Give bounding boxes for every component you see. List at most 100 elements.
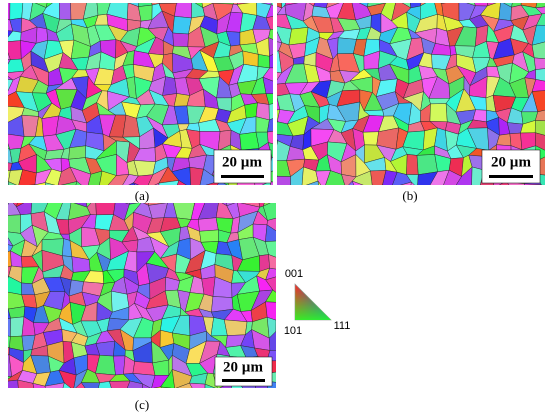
grain: [50, 185, 65, 198]
grain: [107, 184, 108, 185]
grain: [262, 76, 273, 94]
grain: [172, 32, 189, 47]
grain: [37, 396, 51, 413]
grain: [128, 182, 136, 185]
grain: [362, 131, 379, 146]
grain: [138, 4, 153, 22]
grain: [265, 93, 273, 105]
grain: [8, 58, 25, 73]
grain: [17, 379, 35, 388]
grain: [282, 238, 293, 260]
grain: [269, 54, 273, 69]
grain: [534, 57, 545, 70]
grain: [324, 188, 346, 196]
grain: [265, 301, 276, 321]
grain: [0, 0, 10, 2]
grain: [265, 224, 276, 242]
grain: [109, 380, 131, 388]
grain: [268, 331, 276, 351]
grain: [268, 29, 273, 40]
grain: [265, 276, 276, 293]
grain: [275, 319, 276, 321]
grain: [132, 361, 156, 376]
grain: [189, 166, 204, 185]
grain: [44, 182, 56, 185]
grain: [282, 343, 292, 360]
grain: [90, 395, 102, 414]
grain: [531, 90, 545, 113]
grain: [142, 383, 151, 388]
grain: [442, 188, 456, 197]
grain: [239, 131, 260, 151]
grain: [44, 168, 62, 185]
grain: [224, 319, 248, 336]
grain: [344, 0, 354, 1]
grain: [282, 396, 299, 411]
ipf-legend: 001 101 111: [284, 268, 351, 337]
grain: [315, 170, 331, 185]
grain: [381, 184, 383, 185]
grain: [193, 393, 205, 412]
grain: [306, 180, 319, 185]
grain: [205, 189, 219, 201]
grain: [8, 317, 11, 337]
grain: [111, 397, 124, 412]
grain: [417, 188, 430, 202]
grain: [244, 102, 258, 119]
grain: [266, 396, 286, 411]
grain: [199, 229, 219, 243]
grain: [9, 0, 23, 2]
grain: [8, 30, 22, 42]
grain: [44, 382, 65, 388]
caption: (a): [135, 188, 149, 203]
grain: [277, 5, 283, 16]
grain: [160, 386, 172, 388]
grain: [400, 181, 412, 185]
grain: [0, 106, 8, 123]
grain: [268, 103, 273, 121]
grain: [10, 316, 25, 337]
grain: [96, 0, 116, 1]
grain: [87, 170, 103, 185]
grain: [280, 199, 298, 217]
grain: [32, 185, 50, 198]
grain: [443, 169, 462, 185]
grain: [277, 176, 291, 185]
grain: [226, 203, 236, 207]
grain: [59, 3, 72, 20]
grain: [205, 180, 221, 185]
grain: [58, 190, 78, 202]
grain: [351, 170, 373, 185]
legend-label: 101: [284, 325, 302, 337]
grain: [262, 67, 273, 82]
grain: [267, 118, 273, 133]
grain: [214, 396, 230, 413]
grain: [160, 368, 175, 388]
grain: [8, 379, 19, 388]
grain: [290, 187, 302, 200]
grain: [265, 16, 273, 30]
grain: [535, 6, 545, 15]
grain: [29, 184, 36, 185]
grain: [148, 394, 169, 415]
grain: [531, 41, 545, 59]
grain: [99, 170, 117, 185]
scale-bar: 20 µm: [213, 149, 272, 184]
grain: [406, 174, 419, 185]
grain: [534, 132, 545, 151]
grain: [288, 27, 309, 46]
grain: [8, 307, 9, 310]
grain: [351, 180, 364, 185]
grain: [8, 40, 22, 60]
legend-label: 001: [285, 268, 303, 280]
grain: [193, 203, 195, 204]
grain: [107, 174, 130, 185]
grain: [325, 170, 345, 185]
grain: [75, 181, 82, 185]
grain: [0, 216, 4, 232]
ebsd-map: [0, 185, 299, 415]
grain: [266, 217, 276, 232]
grain: [280, 215, 297, 234]
scale-label: 20 µm: [491, 154, 531, 170]
grain: [113, 355, 126, 376]
